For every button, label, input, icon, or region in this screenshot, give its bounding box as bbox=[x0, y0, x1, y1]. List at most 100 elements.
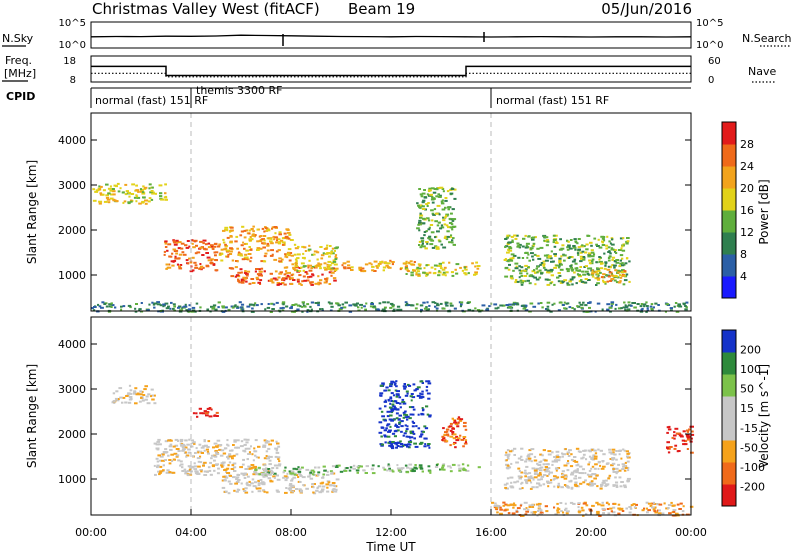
heatmap-cell bbox=[406, 418, 409, 421]
heatmap-cell bbox=[504, 454, 508, 457]
heatmap-cell bbox=[243, 247, 246, 250]
heatmap-cell bbox=[520, 283, 524, 286]
heatmap-cell bbox=[186, 443, 190, 446]
heatmap-cell bbox=[229, 250, 233, 253]
heatmap-cell bbox=[257, 484, 261, 487]
heatmap-cell bbox=[275, 474, 279, 477]
heatmap-cell bbox=[476, 267, 480, 270]
heatmap-cell bbox=[226, 236, 230, 239]
heatmap-cell bbox=[580, 279, 583, 282]
heatmap-cell bbox=[617, 276, 620, 279]
heatmap-cell bbox=[422, 245, 426, 248]
heatmap-cell bbox=[650, 502, 655, 505]
heatmap-cell bbox=[540, 272, 543, 275]
heatmap-cell bbox=[184, 305, 188, 308]
heatmap-cell bbox=[439, 194, 442, 197]
heatmap-cell bbox=[220, 464, 223, 467]
heatmap-cell bbox=[577, 450, 581, 453]
heatmap-cell bbox=[604, 264, 607, 267]
heatmap-cell bbox=[587, 254, 592, 256]
heatmap-cell bbox=[611, 457, 616, 460]
heatmap-cell bbox=[248, 238, 253, 241]
heatmap-cell bbox=[561, 280, 566, 283]
heatmap-cell bbox=[98, 202, 102, 205]
heatmap-cell bbox=[440, 468, 443, 471]
heatmap-cell bbox=[120, 308, 123, 311]
colorbar-swatch bbox=[722, 210, 736, 233]
heatmap-cell bbox=[518, 265, 521, 268]
heatmap-cell bbox=[215, 445, 218, 448]
heatmap-cell bbox=[191, 239, 194, 242]
heatmap-cell bbox=[463, 266, 466, 269]
heatmap-cell bbox=[292, 268, 296, 270]
nave-label: Nave bbox=[748, 65, 776, 78]
heatmap-cell bbox=[307, 475, 311, 478]
heatmap-cell bbox=[229, 253, 233, 255]
heatmap-cell bbox=[510, 462, 513, 465]
heatmap-cell bbox=[577, 246, 581, 249]
heatmap-cell bbox=[236, 473, 240, 476]
heatmap-cell bbox=[409, 260, 413, 263]
heatmap-cell bbox=[448, 261, 451, 264]
heatmap-cell bbox=[385, 264, 389, 267]
heatmap-cell bbox=[556, 484, 561, 487]
heatmap-cell bbox=[220, 465, 224, 468]
heatmap-cell bbox=[429, 238, 433, 241]
heatmap-cell bbox=[614, 307, 617, 310]
heatmap-cell bbox=[216, 245, 221, 248]
heatmap-cell bbox=[684, 443, 688, 446]
heatmap-cell bbox=[426, 205, 429, 207]
heatmap-cell bbox=[466, 302, 470, 304]
heatmap-cell bbox=[629, 507, 633, 510]
heatmap-cell bbox=[545, 510, 549, 513]
colorbar-swatch bbox=[722, 254, 736, 277]
heatmap-cell bbox=[547, 470, 551, 473]
heatmap-cell bbox=[551, 463, 554, 466]
heatmap-cell bbox=[677, 432, 681, 435]
heatmap-cell bbox=[246, 447, 251, 450]
heatmap-cell bbox=[523, 275, 528, 277]
heatmap-cell bbox=[342, 306, 347, 309]
heatmap-cell bbox=[457, 416, 461, 419]
heatmap-cell bbox=[119, 396, 123, 399]
heatmap-cell bbox=[526, 508, 530, 511]
heatmap-cell bbox=[615, 261, 620, 264]
heatmap-cell bbox=[324, 277, 328, 280]
heatmap-cell bbox=[612, 451, 615, 454]
heatmap-cell bbox=[605, 463, 609, 465]
heatmap-cell bbox=[599, 260, 603, 263]
heatmap-cell bbox=[595, 261, 598, 264]
heatmap-cell bbox=[438, 240, 442, 243]
heatmap-cell bbox=[386, 424, 389, 427]
heatmap-cell bbox=[550, 270, 553, 273]
heatmap-cell bbox=[250, 228, 254, 230]
heatmap-cell bbox=[296, 308, 300, 311]
heatmap-cell bbox=[223, 447, 226, 450]
heatmap-cell bbox=[356, 302, 359, 305]
heatmap-cell bbox=[591, 272, 595, 275]
heatmap-cell bbox=[550, 274, 554, 277]
heatmap-cell bbox=[514, 267, 519, 270]
heatmap-cell bbox=[244, 487, 248, 490]
heatmap-cell bbox=[144, 202, 148, 205]
heatmap-cell bbox=[224, 247, 228, 250]
heatmap-cell bbox=[134, 387, 138, 390]
heatmap-cell bbox=[419, 467, 424, 470]
heatmap-cell bbox=[117, 190, 121, 193]
heatmap-cell bbox=[426, 413, 430, 416]
heatmap-cell bbox=[522, 237, 526, 240]
heatmap-cell bbox=[613, 266, 616, 269]
heatmap-cell bbox=[264, 308, 267, 311]
heatmap-cell bbox=[400, 443, 404, 445]
heatmap-cell bbox=[462, 445, 465, 448]
heatmap-cell bbox=[551, 303, 554, 306]
heatmap-cell bbox=[150, 388, 154, 391]
heatmap-cell bbox=[622, 306, 626, 309]
heatmap-cell bbox=[181, 251, 185, 254]
heatmap-cell bbox=[191, 256, 195, 259]
heatmap-cell bbox=[327, 260, 332, 263]
heatmap-cell bbox=[371, 472, 376, 475]
heatmap-cell bbox=[426, 444, 430, 447]
heatmap-cell bbox=[194, 239, 198, 242]
